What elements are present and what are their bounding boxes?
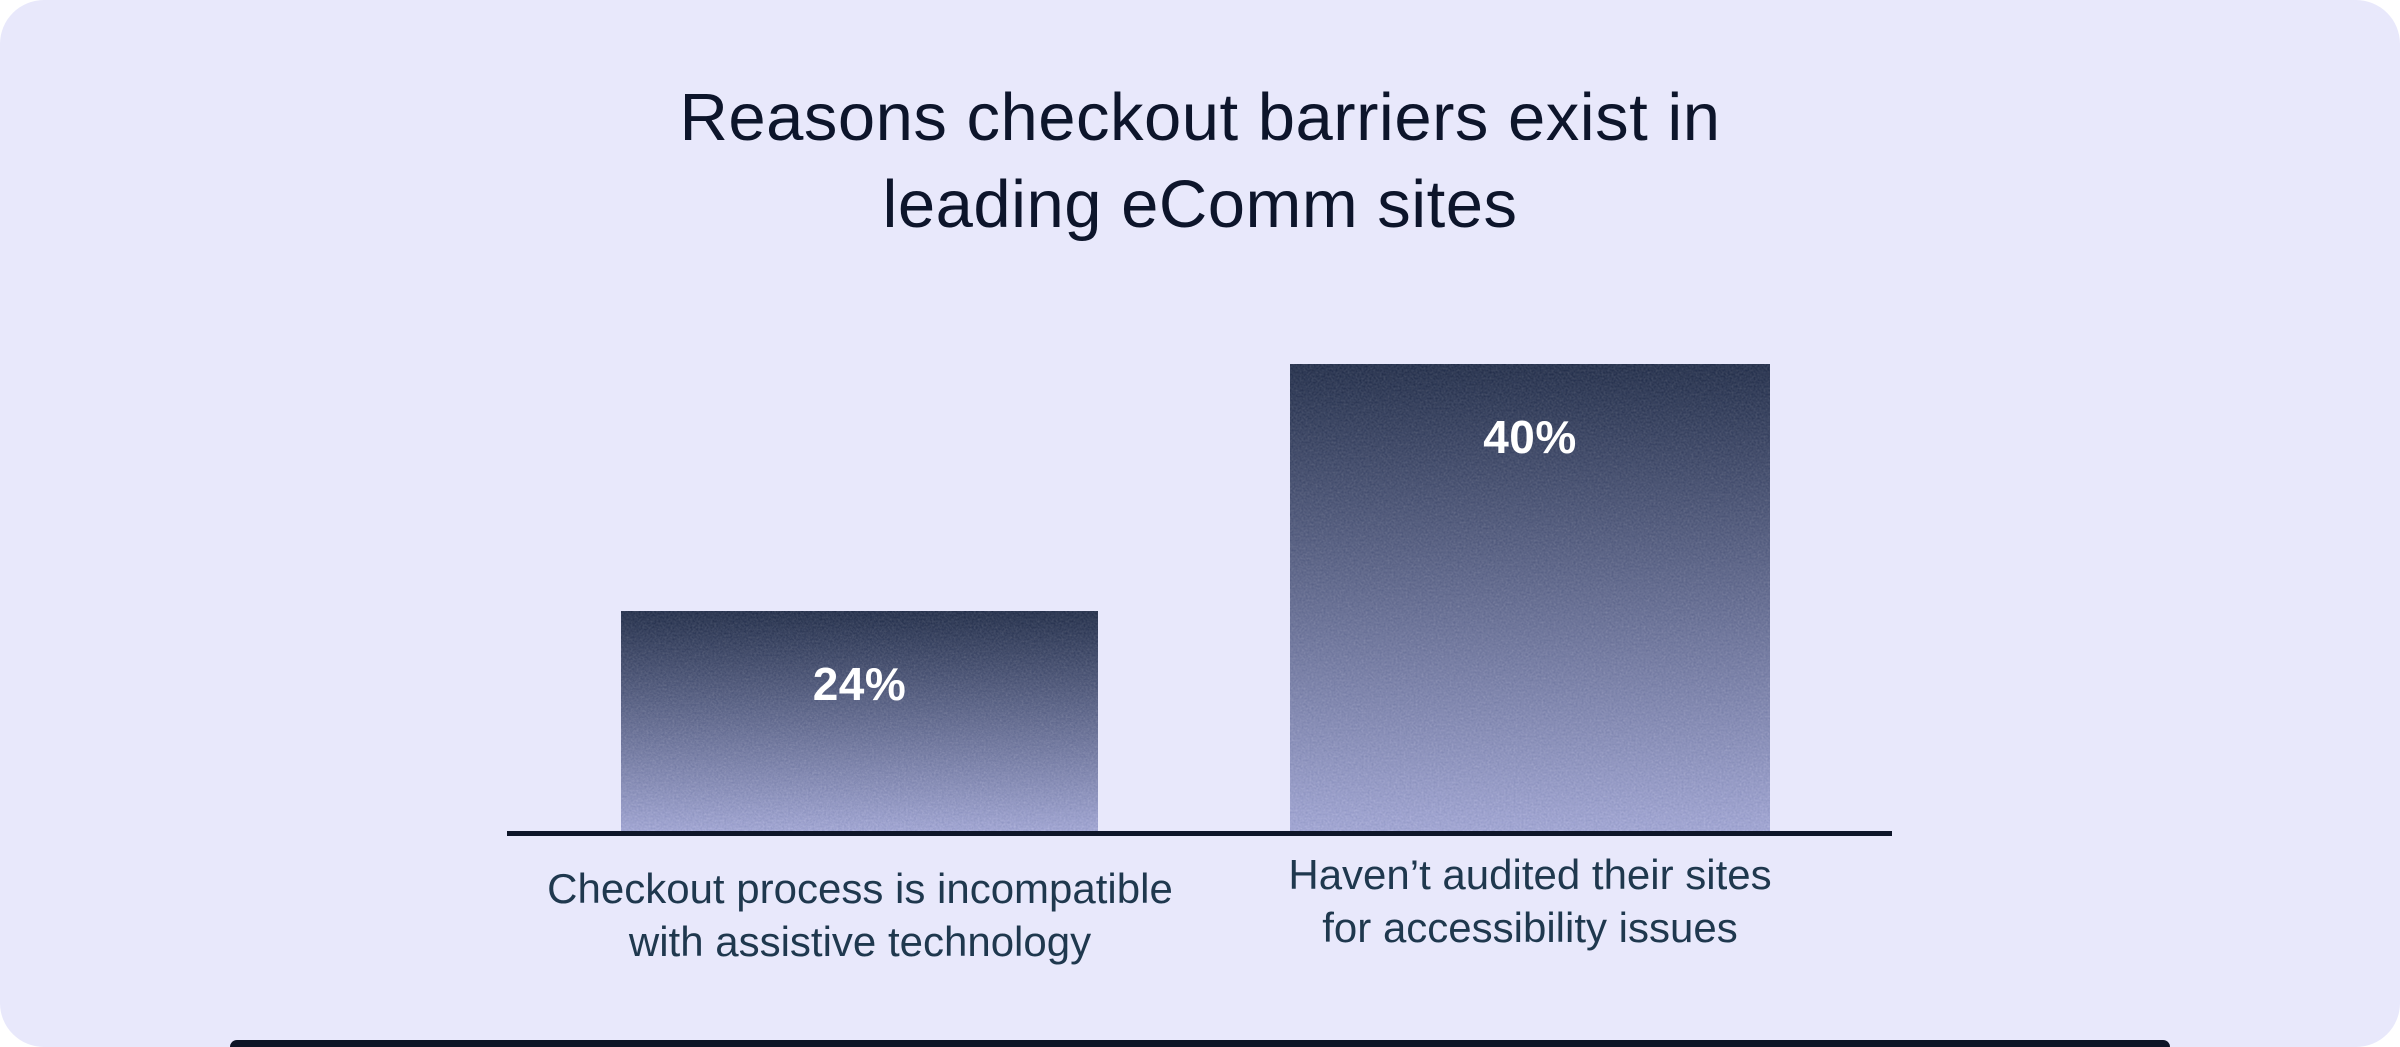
grain-texture bbox=[1290, 364, 1770, 832]
category-label-not-audited: Haven’t audited their sites for accessib… bbox=[1180, 848, 1880, 954]
bar-value-label: 24% bbox=[812, 658, 907, 710]
chart-title: Reasons checkout barriers exist in leadi… bbox=[0, 74, 2400, 248]
category-label-line: with assistive technology bbox=[628, 918, 1092, 965]
bar-not-audited: 40% bbox=[1290, 364, 1770, 832]
bar-value-label: 40% bbox=[1483, 411, 1577, 463]
chart-title-line2: leading eComm sites bbox=[882, 167, 1518, 242]
category-label-checkout-incompatible: Checkout process is incompatible with as… bbox=[510, 862, 1210, 968]
category-label-line: for accessibility issues bbox=[1322, 904, 1738, 951]
category-label-line: Checkout process is incompatible bbox=[547, 865, 1173, 912]
grain-texture bbox=[621, 611, 1098, 832]
bar-checkout-incompatible: 24% bbox=[621, 611, 1098, 832]
chart-title-line1: Reasons checkout barriers exist in bbox=[679, 80, 1721, 155]
next-section-edge bbox=[230, 1040, 2170, 1047]
category-label-line: Haven’t audited their sites bbox=[1288, 851, 1772, 898]
x-axis-line bbox=[507, 831, 1892, 836]
